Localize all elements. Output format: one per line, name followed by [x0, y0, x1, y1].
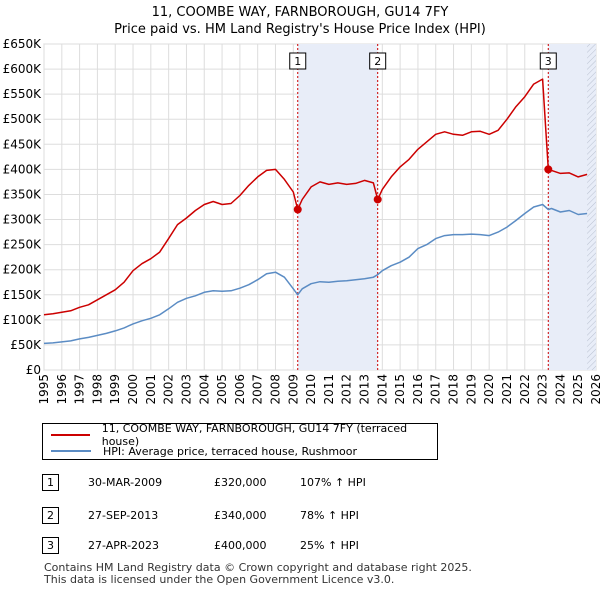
sale-label-box	[539, 52, 557, 70]
x-tick-label: 2022	[518, 374, 532, 405]
x-tick-label: 2014	[375, 374, 389, 405]
sale-price: £340,000	[214, 509, 267, 522]
x-tick-label: 2023	[536, 374, 550, 405]
sale-number-box: 2	[42, 507, 59, 524]
sale-label-number: 2	[374, 55, 381, 68]
x-tick-label: 1998	[90, 374, 104, 405]
chart-subtitle: Price paid vs. HM Land Registry's House …	[114, 22, 486, 37]
x-tick-label: 2024	[553, 374, 567, 405]
chart: 11, COOMBE WAY, FARNBOROUGH, GU14 7FY Pr…	[3, 5, 600, 405]
x-tick-label: 2015	[393, 374, 407, 405]
x-tick-label: 2007	[251, 374, 265, 405]
sale-price: £320,000	[214, 476, 267, 489]
x-tick-label: 2009	[286, 374, 300, 405]
series-lines	[43, 78, 588, 345]
x-tick-label: 2002	[162, 374, 176, 405]
x-tick-label: 2006	[233, 374, 247, 405]
x-tick-label: 2004	[197, 374, 211, 405]
sale-hpi-change: 78% ↑ HPI	[300, 509, 359, 522]
legend-label-hpi: HPI: Average price, terraced house, Rush…	[103, 444, 358, 458]
sale-point	[293, 205, 302, 214]
x-tick-label: 2011	[322, 374, 336, 405]
sale-point	[544, 165, 553, 174]
x-tick-label: 2003	[179, 374, 193, 405]
x-tick-label: 2010	[304, 374, 318, 405]
x-tick-label: 2020	[482, 374, 496, 405]
sale-date: 30-MAR-2009	[88, 476, 163, 489]
sale-date: 27-SEP-2013	[88, 509, 159, 522]
sale-number-box: 1	[42, 474, 59, 491]
sale-date: 27-APR-2023	[88, 539, 160, 552]
y-tick-label: £100K	[3, 313, 43, 327]
y-tick-label: £50K	[10, 338, 42, 352]
legend-item-property: 11, COOMBE WAY, FARNBOROUGH, GU14 7FY (t…	[51, 422, 437, 448]
y-tick-label: £150K	[3, 288, 43, 302]
x-tick-label: 2012	[340, 374, 354, 405]
y-tick-label: £600K	[3, 62, 43, 76]
y-tick-label: £0	[26, 363, 41, 377]
x-tick-label: 1996	[55, 374, 69, 405]
x-tick-label: 2017	[429, 374, 443, 405]
y-tick-label: £300K	[3, 213, 43, 227]
x-tick-label: 2018	[447, 374, 461, 405]
hpi-line	[43, 203, 588, 345]
sale-label-number: 3	[545, 55, 552, 68]
x-tick-label: 2008	[268, 374, 282, 405]
legend: 11, COOMBE WAY, FARNBOROUGH, GU14 7FY (t…	[42, 422, 438, 460]
shaded-spans	[297, 44, 596, 370]
y-tick-label: £550K	[3, 87, 43, 101]
sale-price: £400,000	[214, 539, 267, 552]
legend-swatch-blue	[51, 450, 91, 452]
x-tick-label: 1995	[37, 374, 51, 405]
x-tick-label: 2000	[126, 374, 140, 405]
legend-item-hpi: HPI: Average price, terraced house, Rush…	[51, 443, 357, 459]
y-tick-label: £500K	[3, 112, 43, 126]
x-tick-label: 2013	[358, 374, 372, 405]
x-tick-label: 2001	[144, 374, 158, 405]
y-tick-label: £200K	[3, 263, 43, 277]
sale-number-box: 3	[42, 537, 59, 554]
shaded-span	[297, 44, 378, 370]
x-tick-label: 2021	[500, 374, 514, 405]
footer-licence: This data is licensed under the Open Gov…	[44, 573, 395, 586]
y-tick-label: £250K	[3, 238, 43, 252]
sale-hpi-change: 25% ↑ HPI	[300, 539, 359, 552]
x-tick-label: 2026	[589, 374, 600, 405]
x-tick-label: 2025	[571, 374, 585, 405]
footer-copyright: Contains HM Land Registry data © Crown c…	[44, 561, 472, 574]
sale-point	[373, 195, 382, 204]
forecast-hatch	[587, 44, 596, 370]
x-tick-label: 1999	[108, 374, 122, 405]
x-tick-label: 2016	[411, 374, 425, 405]
y-tick-label: £650K	[3, 37, 43, 51]
sale-hpi-change: 107% ↑ HPI	[300, 476, 366, 489]
x-axis: 1995 1996 1997 1998 1999 2000 2001 2002 2003 2004…	[37, 374, 600, 405]
y-tick-label: £350K	[3, 187, 43, 201]
sale-label-box	[369, 52, 387, 70]
sale-label-box	[289, 52, 307, 70]
y-tick-label: £450K	[3, 137, 43, 151]
legend-swatch-red	[51, 434, 90, 436]
y-tick-label: £400K	[3, 162, 43, 176]
y-axis: £0 £50K £100K £150K £200K £250K £300K £350K £400…	[3, 37, 43, 377]
x-tick-label: 2019	[464, 374, 478, 405]
property-price-line	[43, 78, 588, 316]
chart-title: 11, COOMBE WAY, FARNBOROUGH, GU14 7FY	[152, 5, 449, 20]
sale-label-number: 1	[294, 55, 301, 68]
sale-markers: 1 2 3	[289, 52, 557, 214]
legend-label-property: 11, COOMBE WAY, FARNBOROUGH, GU14 7FY (t…	[101, 422, 408, 448]
x-tick-label: 1997	[73, 374, 87, 405]
x-tick-label: 2005	[215, 374, 229, 405]
